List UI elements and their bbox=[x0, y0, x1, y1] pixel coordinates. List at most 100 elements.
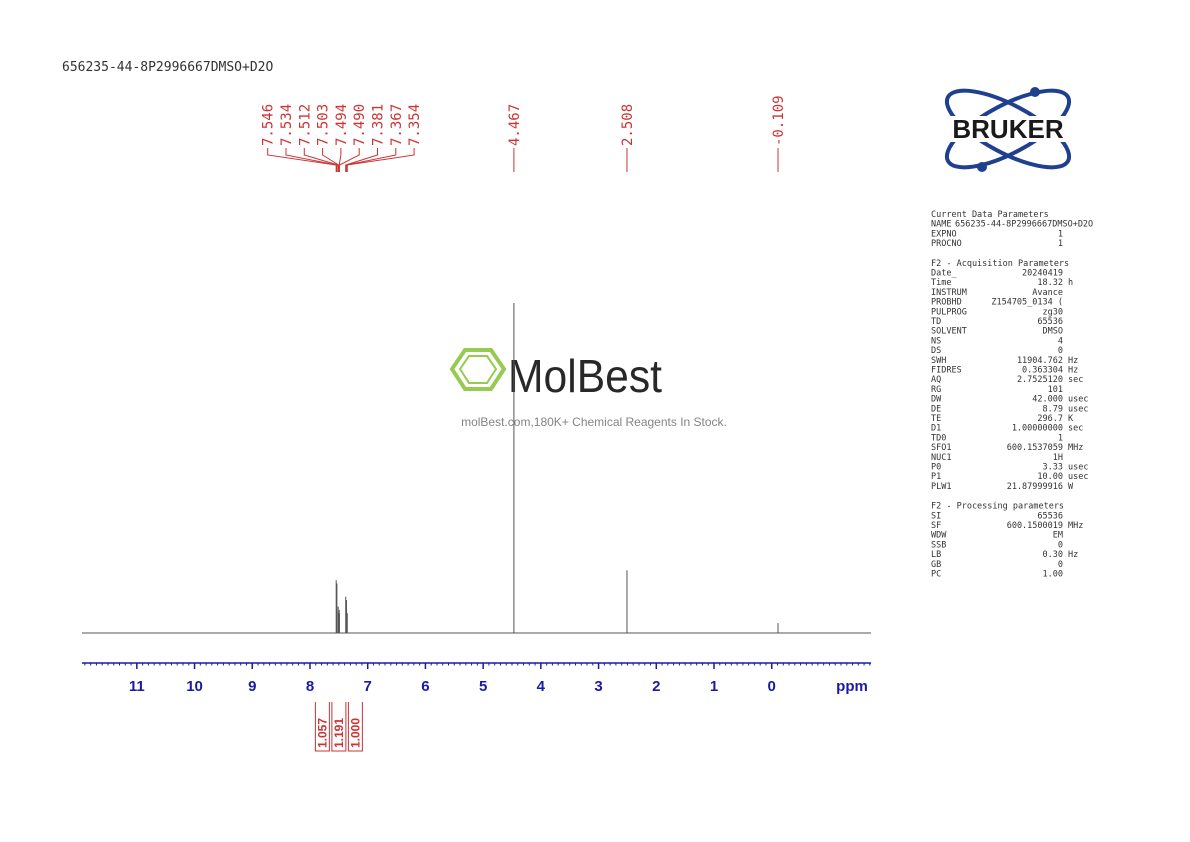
x-tick-label: 0 bbox=[768, 678, 776, 695]
x-tick-label: 4 bbox=[537, 678, 546, 695]
peak-label: 7.546 bbox=[261, 104, 277, 146]
param-name: NAME bbox=[931, 220, 951, 230]
param-name: PLW1 bbox=[931, 482, 951, 492]
param-value: Z154705_0134 ( bbox=[991, 298, 1063, 308]
peak-connector bbox=[285, 148, 338, 172]
param-value: 0 bbox=[1058, 540, 1063, 550]
param-name: SWH bbox=[931, 356, 946, 366]
param-name: SFO1 bbox=[931, 443, 951, 453]
x-tick-label: 11 bbox=[129, 678, 145, 695]
param-name: INSTRUM bbox=[931, 288, 967, 298]
x-tick-label: 9 bbox=[248, 678, 256, 695]
param-name: AQ bbox=[931, 375, 941, 385]
integral-label: 1.000 bbox=[348, 718, 362, 748]
logo-orbit bbox=[944, 88, 1072, 170]
logo-dot bbox=[977, 162, 987, 172]
x-tick-label: 6 bbox=[421, 678, 429, 695]
param-unit: Hz bbox=[1068, 356, 1078, 366]
peak-connector bbox=[322, 148, 340, 172]
param-name: PC bbox=[931, 570, 941, 580]
param-name: EXPNO bbox=[931, 229, 957, 239]
watermark-brand: MolBest bbox=[508, 350, 662, 402]
param-name: DW bbox=[931, 395, 942, 405]
logo-orbit bbox=[944, 88, 1072, 170]
logo-band bbox=[928, 116, 1090, 142]
integral-bracket bbox=[331, 702, 347, 752]
param-value: 656235-44-8P2996667DMSO+D2O bbox=[955, 220, 1093, 230]
param-name: PULPROG bbox=[931, 307, 967, 317]
param-value: 4 bbox=[1058, 336, 1063, 346]
x-axis-label: ppm bbox=[836, 678, 868, 695]
integral-label: 1.191 bbox=[332, 718, 346, 748]
param-section-title: F2 - Acquisition Parameters bbox=[931, 259, 1069, 269]
peak-connector bbox=[346, 148, 397, 172]
param-unit: sec bbox=[1068, 375, 1083, 385]
param-name: TE bbox=[931, 414, 941, 424]
param-value: DMSO bbox=[1043, 327, 1063, 337]
param-name: SSB bbox=[931, 540, 946, 550]
param-value: 42.000 bbox=[1032, 395, 1063, 405]
param-unit: MHz bbox=[1068, 521, 1083, 531]
param-name: Date_ bbox=[931, 269, 957, 279]
param-unit: K bbox=[1068, 414, 1074, 424]
param-name: RG bbox=[931, 385, 941, 395]
watermark: MolBest molBest.com,180K+ Chemical Reage… bbox=[449, 348, 727, 429]
param-unit: Hz bbox=[1068, 366, 1078, 376]
peak-connector bbox=[346, 148, 415, 172]
param-value: 2.7525120 bbox=[1017, 375, 1063, 385]
peak-label: 2.508 bbox=[620, 104, 636, 146]
peak-label: 7.490 bbox=[352, 104, 368, 146]
param-value: Avance bbox=[1032, 288, 1063, 298]
peak-connector bbox=[303, 148, 339, 172]
param-name: NS bbox=[931, 336, 941, 346]
param-name: PROBHD bbox=[931, 298, 962, 308]
param-value: 8.79 bbox=[1043, 404, 1063, 414]
param-name: SI bbox=[931, 511, 941, 521]
x-tick-label: 8 bbox=[306, 678, 314, 695]
peak-label: 7.494 bbox=[334, 104, 350, 146]
param-unit: W bbox=[1068, 482, 1074, 492]
param-value: zg30 bbox=[1043, 307, 1063, 317]
integral-bracket bbox=[314, 702, 330, 752]
param-name: P1 bbox=[931, 472, 941, 482]
param-name: DE bbox=[931, 404, 941, 414]
peak-label: 4.467 bbox=[507, 104, 523, 146]
param-unit: usec bbox=[1068, 463, 1088, 473]
logo-text: BRUKER bbox=[952, 114, 1063, 144]
param-name: TD0 bbox=[931, 433, 946, 443]
peak-label: 7.503 bbox=[316, 104, 332, 146]
param-value: 11904.762 bbox=[1017, 356, 1063, 366]
param-name: GB bbox=[931, 560, 941, 570]
param-value: 600.1500019 bbox=[1007, 521, 1063, 531]
param-name: SOLVENT bbox=[931, 327, 967, 337]
watermark-tagline: molBest.com,180K+ Chemical Reagents In S… bbox=[461, 415, 727, 429]
x-tick-label: 3 bbox=[594, 678, 602, 695]
param-name: P0 bbox=[931, 463, 941, 473]
param-value: 101 bbox=[1048, 385, 1063, 395]
x-tick-label: 5 bbox=[479, 678, 487, 695]
watermark-icon bbox=[449, 348, 507, 391]
param-name: TD bbox=[931, 317, 941, 327]
param-name: PROCNO bbox=[931, 239, 962, 249]
param-unit: usec bbox=[1068, 404, 1088, 414]
param-value: 65536 bbox=[1037, 511, 1063, 521]
bruker-logo: BRUKER bbox=[928, 87, 1090, 172]
peak-label: 7.354 bbox=[407, 104, 423, 146]
param-value: 1.00 bbox=[1043, 570, 1063, 580]
param-name: NUC1 bbox=[931, 453, 951, 463]
param-value: 18.32 bbox=[1037, 278, 1063, 288]
param-unit: sec bbox=[1068, 424, 1083, 434]
param-value: 600.1537059 bbox=[1007, 443, 1063, 453]
param-value: 1 bbox=[1058, 229, 1063, 239]
integral-bracket bbox=[347, 702, 363, 752]
param-section-title: F2 - Processing parameters bbox=[931, 502, 1064, 512]
param-name: DS bbox=[931, 346, 941, 356]
peak-label: 7.381 bbox=[370, 104, 386, 146]
param-name: SF bbox=[931, 521, 941, 531]
x-tick-label: 1 bbox=[710, 678, 718, 695]
param-name: Time bbox=[931, 278, 951, 288]
param-value: 10.00 bbox=[1037, 472, 1063, 482]
logo-dot bbox=[1030, 87, 1040, 97]
param-value: 1 bbox=[1058, 239, 1063, 249]
